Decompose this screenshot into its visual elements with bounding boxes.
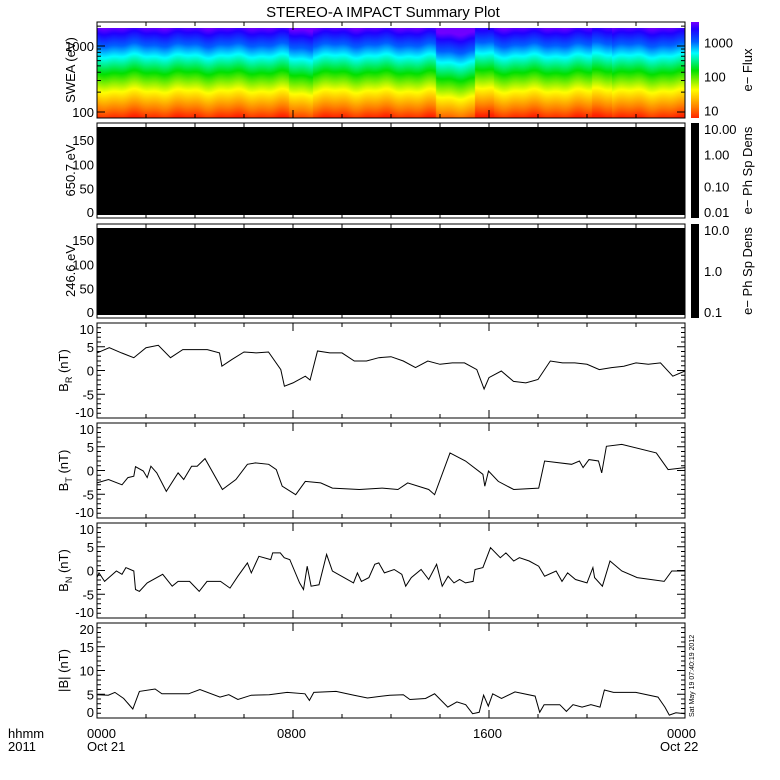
bt-axes-frame	[96, 422, 686, 519]
bt-y-tick-label: 5	[87, 440, 94, 455]
x-tick-date-label: Oct 22	[660, 739, 698, 754]
x-tick-time-label: 1600	[473, 726, 502, 741]
swea-colorbar-tick-label: 100	[704, 69, 726, 84]
pad-650-colorbar-tick-label: 0.01	[704, 205, 729, 220]
y-label-main: |B|	[56, 677, 71, 692]
pad-650-heatmap	[97, 127, 685, 215]
pad-650-y-tick-label: 150	[72, 133, 94, 148]
y-label-subscript: T	[64, 477, 74, 483]
swea-y-tick-label: 1000	[65, 39, 94, 54]
y-label-unit: (nT)	[56, 349, 71, 376]
pad-650-colorbar-label: e− Ph Sp Dens	[740, 126, 755, 214]
y-label-unit: (nT)	[56, 549, 71, 576]
swea-colorbar-tick-label: 1000	[704, 35, 733, 50]
y-label-subscript: N	[64, 577, 74, 584]
swea-colorbar	[691, 22, 699, 118]
bt-y-tick-label: 10	[80, 422, 94, 437]
swea-spectrogram	[97, 28, 685, 118]
x-tick-date-label: Oct 21	[87, 739, 125, 754]
br-y-axis-label: BR (nT)	[56, 349, 74, 392]
pad-650-y-tick-label: 50	[80, 182, 94, 197]
br-axes-frame	[96, 322, 686, 419]
bn-y-axis-label: BN (nT)	[56, 549, 74, 592]
pad-246-y-tick-label: 150	[72, 233, 94, 248]
br-y-tick-label: 5	[87, 340, 94, 355]
pad-246-colorbar-tick-label: 0.1	[704, 305, 722, 320]
y-label-unit: (nT)	[56, 649, 71, 676]
pad-650-y-axis-label: 650.7 eV	[63, 144, 78, 196]
x-axis-row1-label: hhmm	[8, 726, 44, 741]
br-y-tick-label: -10	[75, 405, 94, 420]
bmag-y-tick-label: 0	[87, 705, 94, 720]
pad-650-colorbar-tick-label: 10.00	[704, 122, 737, 137]
y-label-main: B	[56, 583, 71, 592]
br-series-line	[96, 344, 686, 391]
bmag-y-tick-label: 10	[80, 664, 94, 679]
pad-246-heatmap	[97, 228, 685, 315]
bn-series-line	[96, 546, 685, 593]
swea-colorbar-tick-label: 10	[704, 103, 718, 118]
timestamp: Sat May 19 07:40:19 2012	[689, 635, 696, 717]
bt-y-tick-label: -10	[75, 505, 94, 520]
y-label-main: 246.6 eV	[63, 245, 78, 297]
y-label-main: 650.7 eV	[63, 144, 78, 196]
pad-650-colorbar-tick-label: 1.00	[704, 148, 729, 163]
br-y-tick-label: -5	[82, 387, 94, 402]
y-label-main: SWEA (eV)	[63, 37, 78, 103]
x-axis-row2-label: 2011	[8, 739, 36, 754]
pad-246-y-tick-label: 100	[72, 257, 94, 272]
x-tick-time-label: 0000	[667, 726, 696, 741]
x-tick-time-label: 0000	[87, 726, 116, 741]
bmag-axes-frame	[96, 622, 686, 719]
pad-246-y-axis-label: 246.6 eV	[63, 245, 78, 297]
bmag-y-tick-label: 20	[80, 622, 94, 637]
y-label-main: B	[56, 483, 71, 492]
bt-series-line	[96, 443, 686, 496]
pad-650-y-tick-label: 0	[87, 205, 94, 220]
br-y-tick-label: 0	[87, 364, 94, 379]
bn-y-tick-label: 10	[80, 522, 94, 537]
bmag-y-axis-label: |B| (nT)	[56, 649, 71, 692]
x-tick-time-label: 0800	[277, 726, 306, 741]
y-label-unit: (nT)	[56, 450, 71, 477]
pad-246-colorbar-label: e− Ph Sp Dens	[740, 227, 755, 315]
swea-axes-frame	[96, 21, 686, 119]
bn-y-tick-label: 5	[87, 540, 94, 555]
bn-y-tick-label: -10	[75, 605, 94, 620]
pad-650-colorbar	[691, 123, 699, 218]
plot-title: STEREO-A IMPACT Summary Plot	[266, 4, 500, 21]
y-label-subscript: R	[64, 376, 74, 383]
pad-246-y-tick-label: 0	[87, 305, 94, 320]
pad-246-y-tick-label: 50	[80, 282, 94, 297]
pad-650-y-tick-label: 100	[72, 157, 94, 172]
bmag-y-tick-label: 5	[87, 687, 94, 702]
bt-y-axis-label: BT (nT)	[56, 450, 74, 492]
swea-y-tick-label: 100	[72, 105, 94, 120]
bt-y-tick-label: -5	[82, 487, 94, 502]
y-label-main: B	[56, 383, 71, 392]
swea-colorbar-label: e− Flux	[740, 48, 755, 91]
bmag-series-line	[96, 688, 686, 716]
bmag-y-tick-label: 15	[80, 640, 94, 655]
pad-246-colorbar	[691, 224, 699, 318]
swea-y-axis-label: SWEA (eV)	[63, 37, 78, 103]
bn-y-tick-label: 0	[87, 564, 94, 579]
pad-246-colorbar-tick-label: 1.0	[704, 264, 722, 279]
pad-650-colorbar-tick-label: 0.10	[704, 179, 729, 194]
bt-y-tick-label: 0	[87, 464, 94, 479]
br-y-tick-label: 10	[80, 322, 94, 337]
pad-246-colorbar-tick-label: 10.0	[704, 223, 729, 238]
bn-y-tick-label: -5	[82, 587, 94, 602]
